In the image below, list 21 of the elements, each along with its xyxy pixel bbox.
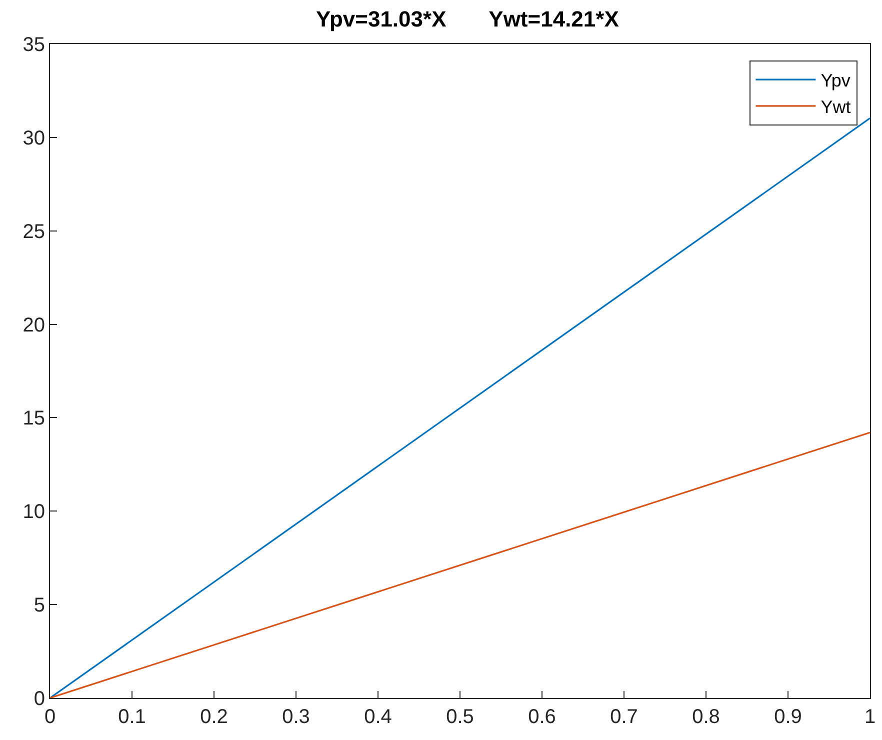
y-tick-label: 15 (22, 408, 45, 430)
chart-title: Ypv=31.03*X Ywt=14.21*X (316, 6, 620, 32)
x-tick-label: 0.5 (446, 706, 474, 728)
x-tick-label: 0.9 (774, 706, 802, 728)
x-tick-label: 0.6 (528, 706, 556, 728)
x-tick-label: 0.1 (118, 706, 146, 728)
y-tick-label: 10 (22, 501, 45, 524)
legend-label: Ypv (820, 70, 850, 91)
y-tick-label: 35 (22, 34, 45, 56)
y-tick-label: 0 (34, 688, 45, 710)
x-tick-label: 0.2 (200, 706, 228, 728)
x-tick-label: 1 (864, 706, 876, 728)
y-tick-label: 25 (22, 220, 45, 243)
x-tick-label: 0.4 (364, 706, 392, 728)
y-tick-label: 30 (22, 127, 45, 150)
y-tick-label: 5 (34, 594, 45, 617)
y-tick-label: 20 (22, 314, 45, 336)
legend-label: Ywt (820, 96, 851, 117)
x-tick-label: 0.3 (282, 706, 310, 728)
x-tick-label: 0.8 (692, 706, 720, 728)
x-tick-label: 0.7 (610, 706, 638, 728)
